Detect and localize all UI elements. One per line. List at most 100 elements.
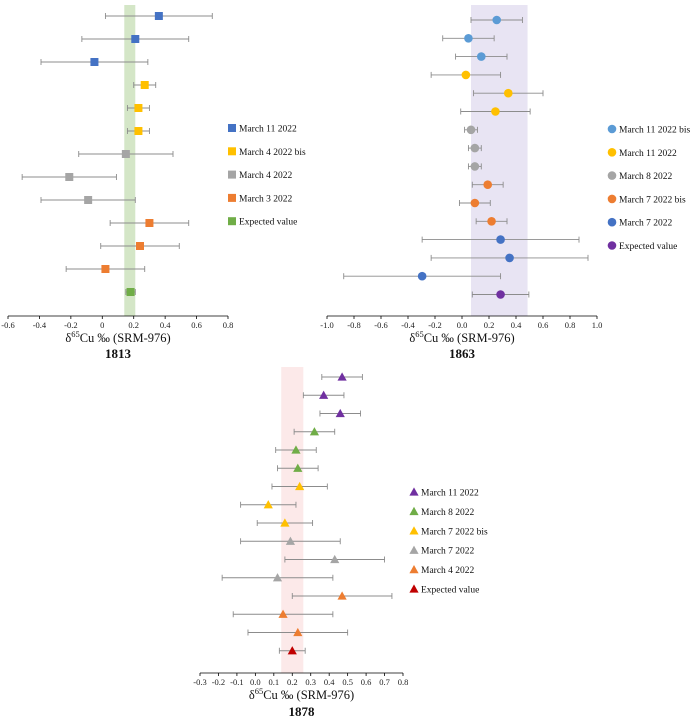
data-point (496, 235, 505, 244)
data-point (470, 162, 480, 171)
data-point (272, 573, 283, 582)
x-tick-label: -0.6 (1, 320, 14, 330)
data-point (470, 198, 480, 208)
legend-swatch (228, 217, 236, 226)
data-point (335, 408, 345, 418)
data-point (65, 173, 74, 181)
legend-label: March 11 2022 (421, 489, 479, 499)
data-point (337, 591, 347, 600)
legend-label: March 8 2022 (619, 172, 673, 182)
data-point (496, 290, 505, 299)
x-tick-label: -0.6 (374, 320, 387, 330)
data-point (466, 125, 476, 135)
x-tick-label: 0.8 (223, 320, 234, 330)
data-point (285, 536, 296, 545)
legend-swatch (409, 545, 419, 554)
data-point (145, 219, 154, 227)
x-axis-label: δ65Cu ‰ (SRM-976) (249, 686, 354, 702)
x-tick-label: 0.0 (250, 677, 261, 687)
x-tick-label: 0.5 (342, 677, 353, 687)
x-tick-label: 0.6 (191, 320, 202, 330)
data-point (491, 107, 500, 116)
chart-panel-1878: -0.3 -0.2 -0.1 0.0 0.1 0.2 0.3 0.4 0.5 0.6 0.7 0.8 M… (193, 367, 488, 717)
x-tick-label: 0.0 (457, 320, 468, 330)
expected-value-band (471, 5, 528, 316)
legend-swatch (607, 148, 617, 157)
legend-swatch (607, 217, 617, 227)
data-point (464, 34, 473, 43)
legend-swatch (228, 147, 236, 156)
legend-swatch (607, 194, 617, 204)
x-tick-label: -0.2 (428, 320, 441, 330)
x-tick-label: -0.4 (401, 320, 415, 330)
chart-panel-1863: -1.0 -0.8 -0.6 -0.4 -0.2 0.0 0.2 0.4 0.6 0.8 1.0 Ma… (320, 5, 690, 361)
legend-swatch (228, 170, 236, 179)
x-tick-label: 0.2 (484, 320, 495, 330)
legend-label: March 7 2022 (619, 219, 673, 229)
legend-label: March 11 2022 (239, 125, 297, 135)
legend-swatch (607, 124, 617, 134)
data-point (483, 180, 493, 189)
x-tick-label: 0.6 (361, 677, 372, 687)
data-point (90, 58, 99, 66)
data-point (126, 288, 135, 296)
data-point (154, 12, 163, 20)
data-point (295, 481, 305, 491)
expected-value-band (124, 5, 136, 316)
data-point (330, 554, 340, 564)
panel-title: 1863 (449, 346, 476, 361)
data-point (134, 127, 143, 135)
data-point (131, 35, 140, 43)
data-point (487, 217, 496, 226)
data-point (280, 518, 290, 527)
expected-value-band (281, 367, 304, 673)
x-tick-label: 1.0 (592, 320, 603, 330)
legend-label: Expected value (421, 586, 479, 596)
legend-label: March 11 2022 bis (619, 126, 690, 136)
data-point (492, 15, 502, 25)
data-point (293, 627, 303, 637)
x-tick-label: 0.2 (287, 677, 298, 687)
data-point (140, 81, 149, 89)
data-point (263, 500, 273, 509)
x-tick-label: 0.7 (379, 677, 390, 687)
legend-swatch (409, 506, 419, 516)
data-point (505, 253, 514, 263)
legend-label: March 7 2022 bis (619, 195, 686, 205)
legend-label: March 3 2022 (239, 194, 293, 204)
legend-swatch (409, 526, 419, 535)
data-point (476, 52, 486, 61)
legend-swatch (409, 565, 419, 574)
legend-swatch (607, 241, 617, 250)
x-tick-label: 0.4 (160, 320, 171, 330)
x-tick-label: -0.8 (347, 320, 360, 330)
data-point (287, 646, 297, 655)
legend-swatch (409, 487, 419, 496)
x-tick-label: -0.2 (64, 320, 77, 330)
data-point (121, 150, 130, 158)
legend-label: March 4 2022 (239, 171, 293, 181)
legend-label: Expected value (239, 218, 297, 228)
legend-label: March 7 2022 (421, 547, 475, 557)
data-point (470, 143, 480, 153)
legend-label: March 11 2022 (619, 149, 677, 159)
legend-swatch (228, 193, 236, 202)
x-axis-label: δ65Cu ‰ (SRM-976) (65, 329, 170, 345)
legend-label: March 7 2022 bis (421, 527, 488, 537)
data-point (461, 70, 471, 80)
data-point (503, 88, 513, 98)
x-tick-label: -0.3 (193, 677, 206, 687)
data-point (278, 609, 288, 618)
data-point (101, 265, 110, 273)
x-axis-label: δ65Cu ‰ (SRM-976) (409, 329, 514, 345)
data-point (291, 445, 301, 454)
data-point (309, 427, 320, 436)
data-point (337, 372, 347, 381)
x-tick-label: 0.4 (511, 320, 522, 330)
data-point (319, 390, 329, 399)
data-point (84, 196, 93, 204)
x-tick-label: 0.4 (324, 677, 335, 687)
data-point (136, 242, 144, 250)
legend-label: March 4 2022 bis (239, 148, 306, 158)
